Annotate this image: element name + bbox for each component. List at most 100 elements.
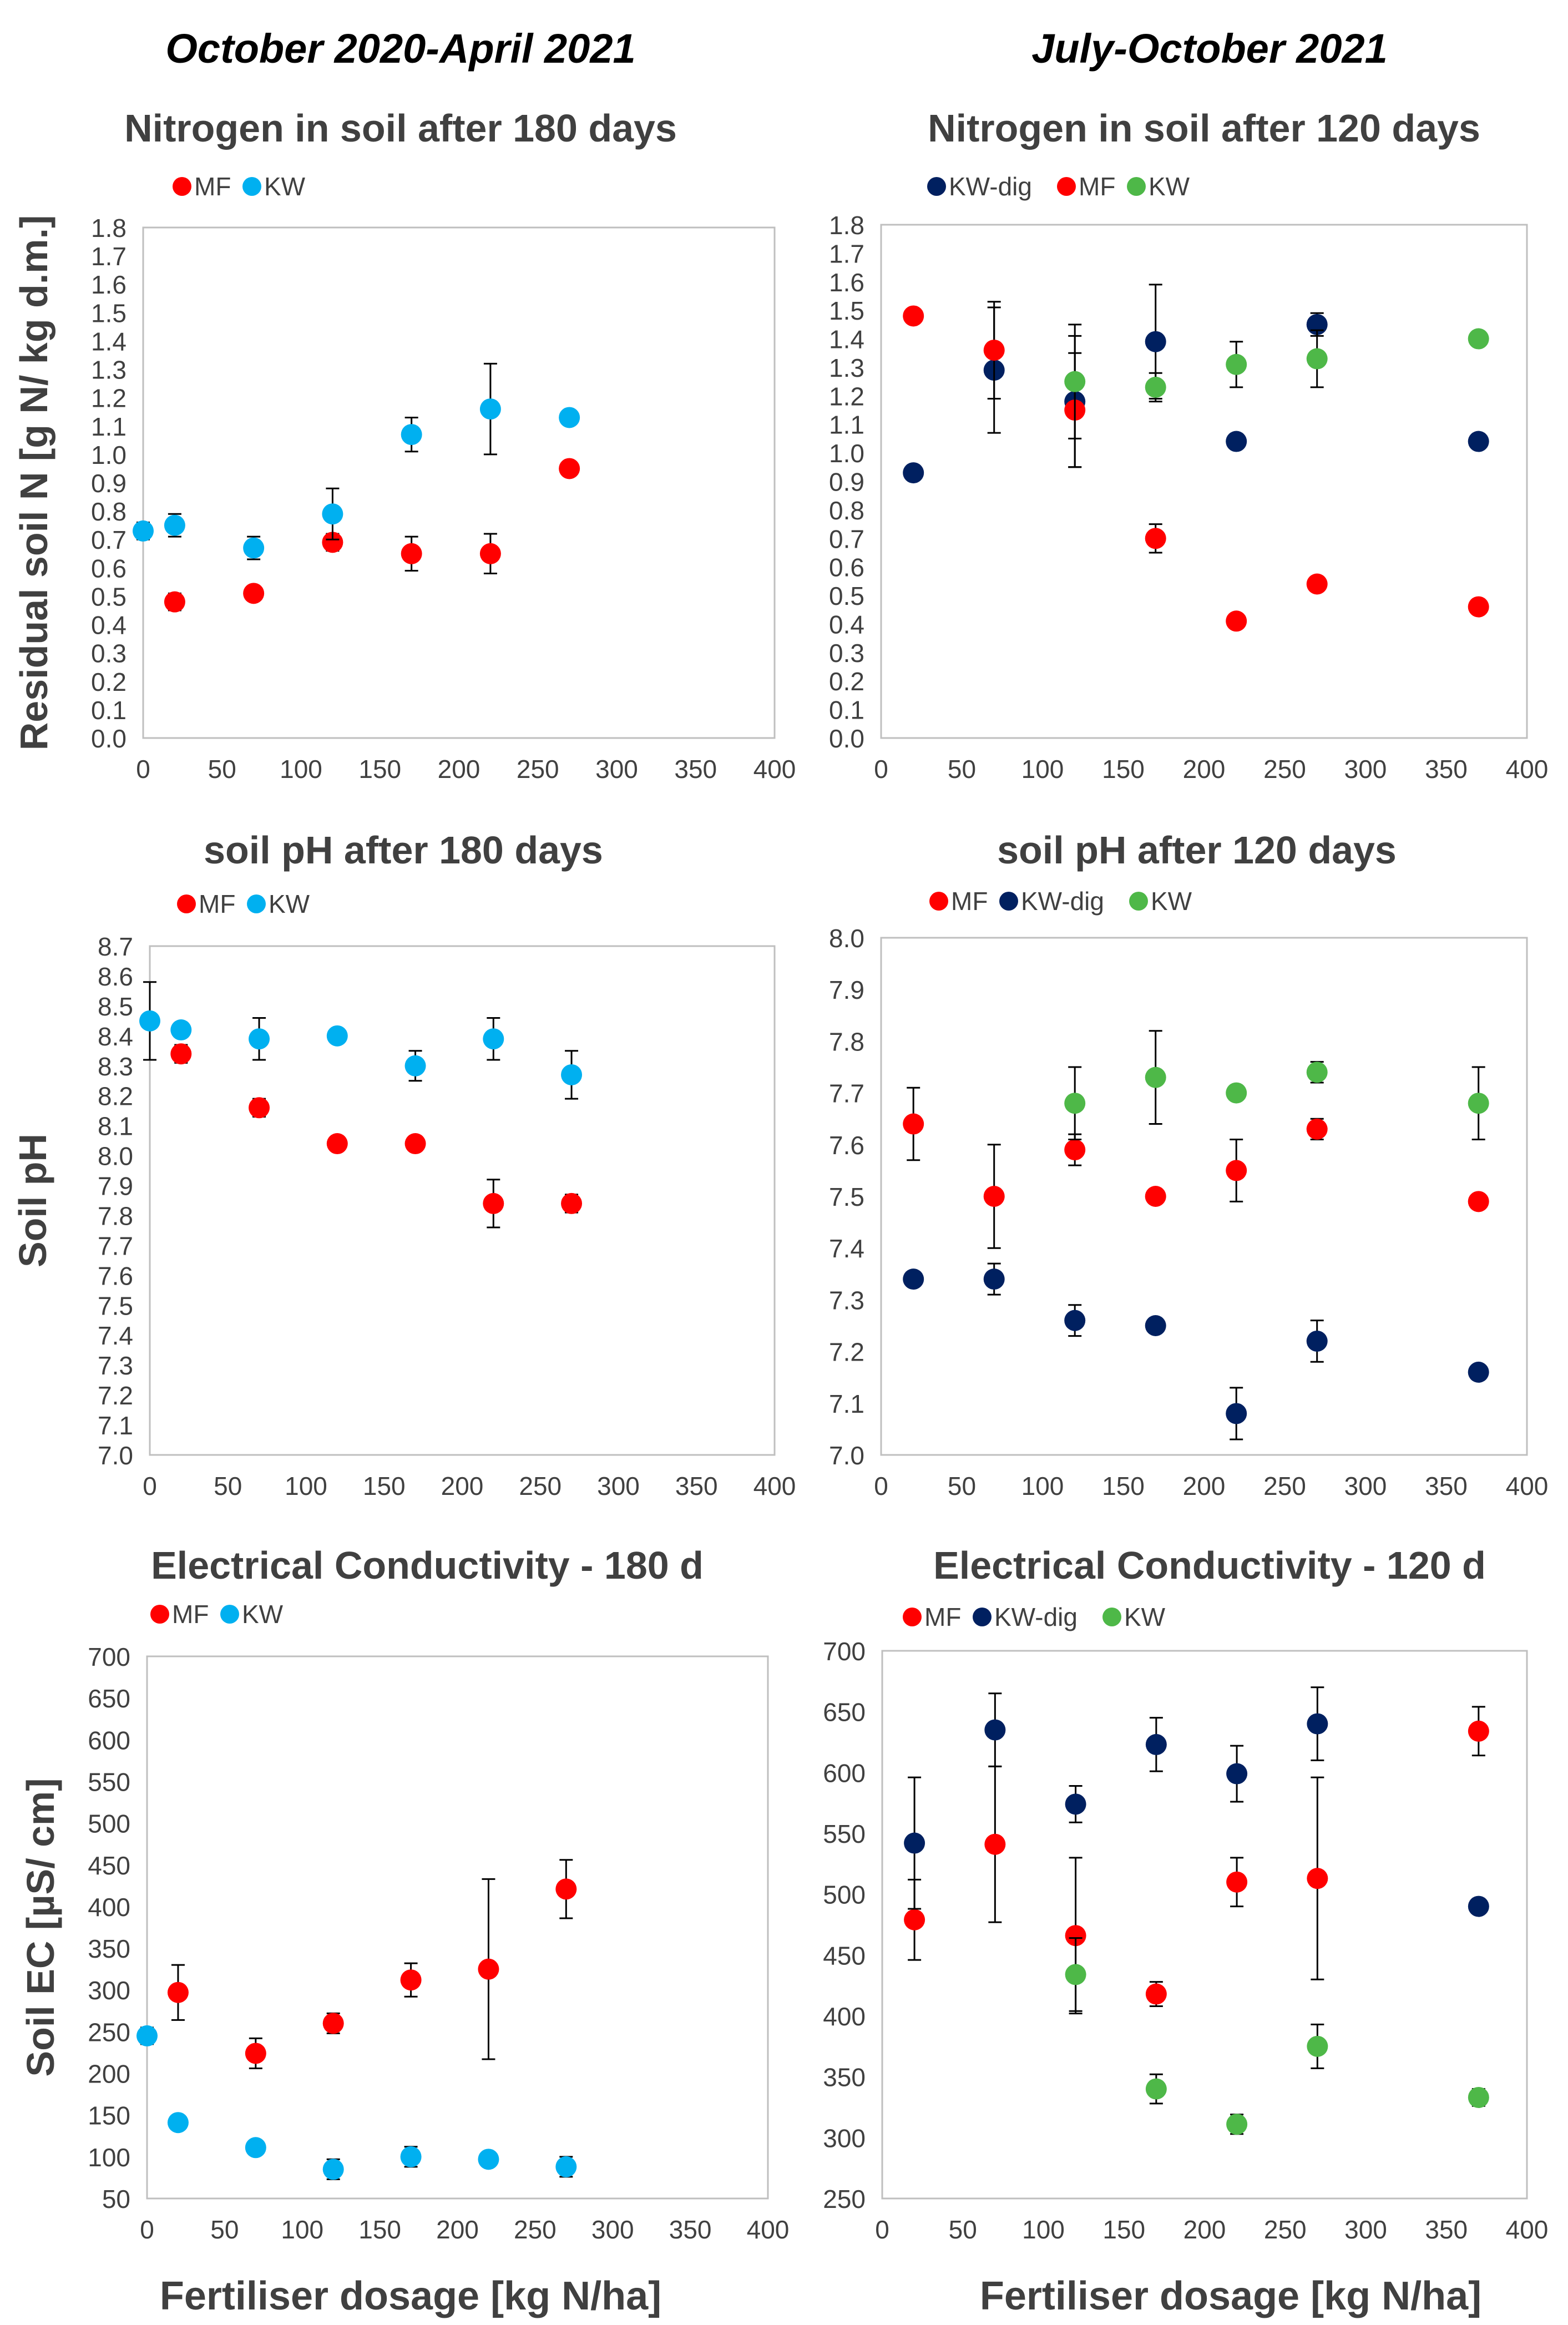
legend-label: KW-dig: [949, 172, 1032, 201]
y-tick-label: 1.7: [829, 239, 864, 268]
legend-label: MF: [172, 1600, 209, 1629]
x-tick-label: 350: [674, 755, 717, 784]
y-tick-label: 600: [823, 1758, 866, 1787]
data-point-mf: [984, 1833, 1006, 1855]
y-tick-label: 8.6: [98, 962, 133, 991]
y-tick-label: 0.2: [91, 668, 127, 696]
y-tick-label: 1.4: [829, 325, 864, 354]
legend-label: MF: [1079, 172, 1115, 201]
x-tick-label: 100: [281, 2215, 323, 2244]
y-tick-label: 1.6: [91, 270, 127, 299]
data-point-mf: [1306, 1118, 1328, 1140]
y-tick-label: 7.6: [829, 1131, 864, 1160]
y-tick-label: 8.0: [98, 1142, 133, 1171]
data-point-mf: [903, 305, 924, 327]
data-point-mf: [483, 1192, 504, 1214]
data-point-kw: [249, 1028, 270, 1050]
data-point-mf: [1307, 1868, 1328, 1889]
y-tick-label: 7.0: [829, 1441, 864, 1470]
column-heading-left: October 2020-April 2021: [165, 26, 635, 72]
y-tick-label: 1.3: [91, 356, 127, 385]
data-point-kw: [1307, 2035, 1328, 2057]
y-tick-label: 7.3: [829, 1286, 864, 1315]
x-tick-label: 100: [1021, 1472, 1064, 1500]
data-point-mf: [249, 1097, 270, 1119]
legend-label: KW: [242, 1600, 284, 1629]
data-point-mf: [1065, 1925, 1086, 1947]
plot-area: [881, 1650, 1528, 2200]
x-tick-label: 0: [875, 2215, 889, 2244]
data-point-kw-dig: [1226, 1403, 1247, 1424]
x-tick-label: 150: [1102, 2215, 1145, 2244]
chart-title: Electrical Conductivity - 180 d: [151, 1544, 704, 1587]
y-tick-label: 1.5: [91, 299, 127, 327]
data-point-kw-dig: [1065, 1793, 1086, 1815]
data-point-kw: [1468, 2086, 1489, 2108]
y-axis-label: Residual soil N [g N/ kg d.m.]: [12, 215, 55, 751]
data-point-kw: [555, 2156, 577, 2177]
y-tick-label: 7.3: [98, 1351, 133, 1380]
x-tick-label: 150: [1102, 755, 1145, 784]
data-point-kw: [322, 503, 343, 525]
x-tick-label: 350: [1425, 1472, 1468, 1500]
y-tick-label: 300: [823, 2124, 866, 2152]
data-point-mf: [561, 1192, 583, 1214]
data-point-mf: [1306, 573, 1328, 595]
data-point-kw: [404, 1055, 426, 1076]
data-point-kw: [326, 1025, 348, 1047]
legend-marker: [173, 177, 191, 196]
x-tick-label: 250: [1264, 2215, 1307, 2244]
data-point-kw: [561, 1064, 583, 1085]
data-point-mf: [404, 1133, 426, 1155]
y-tick-label: 300: [88, 1976, 130, 2005]
x-tick-label: 300: [597, 1472, 640, 1500]
y-tick-label: 7.9: [829, 976, 864, 1004]
data-point-mf: [1468, 1191, 1489, 1212]
x-tick-label: 200: [1183, 1472, 1226, 1500]
data-point-mf: [243, 583, 265, 604]
y-tick-label: 7.2: [98, 1381, 133, 1410]
y-tick-label: 7.8: [829, 1027, 864, 1056]
x-tick-label: 150: [358, 755, 401, 784]
x-tick-label: 350: [1425, 2215, 1468, 2244]
data-point-kw: [170, 1019, 192, 1041]
data-point-kw-dig: [1145, 331, 1166, 352]
data-point-mf: [479, 543, 501, 564]
y-tick-label: 650: [88, 1684, 130, 1713]
data-point-kw: [1145, 1067, 1166, 1088]
y-tick-label: 0.1: [829, 696, 864, 725]
data-point-kw: [1064, 371, 1086, 392]
plot-area: [880, 224, 1528, 739]
x-tick-label: 300: [1344, 755, 1387, 784]
y-tick-label: 1.3: [829, 353, 864, 382]
data-point-kw: [1145, 376, 1166, 398]
chart-panel-6: Electrical Conductivity - 120 d 250 300 350…: [823, 1544, 1548, 2244]
x-tick-label: 350: [669, 2215, 712, 2244]
x-tick-label: 250: [519, 1472, 562, 1500]
y-tick-label: 7.2: [829, 1338, 864, 1367]
chart-panel-1: Nitrogen in soil after 180 days 0.00.10.2…: [12, 107, 796, 784]
y-tick-label: 0.6: [829, 553, 864, 582]
data-point-kw: [479, 398, 501, 420]
x-tick-label: 400: [747, 2215, 790, 2244]
data-point-kw: [1468, 328, 1489, 350]
y-tick-label: 1.1: [829, 411, 864, 439]
data-point-mf: [1468, 596, 1489, 618]
y-tick-label: 450: [88, 1851, 130, 1880]
x-tick-label: 200: [1183, 2215, 1226, 2244]
y-tick-label: 0.1: [91, 696, 127, 725]
legend-marker: [999, 892, 1018, 911]
x-tick-label: 250: [517, 755, 559, 784]
y-tick-label: 400: [88, 1893, 130, 1922]
data-point-mf: [983, 1186, 1005, 1207]
x-tick-label: 50: [210, 2215, 239, 2244]
legend-label: MF: [924, 1603, 961, 1631]
x-tick-label: 200: [436, 2215, 479, 2244]
x-tick-label: 50: [948, 755, 976, 784]
data-point-kw-dig: [1145, 1733, 1167, 1755]
x-tick-label: 100: [285, 1472, 327, 1500]
data-point-kw-dig: [1306, 1330, 1328, 1352]
x-tick-label: 200: [438, 755, 480, 784]
x-tick-label: 150: [358, 2215, 401, 2244]
data-point-mf: [555, 1878, 577, 1900]
